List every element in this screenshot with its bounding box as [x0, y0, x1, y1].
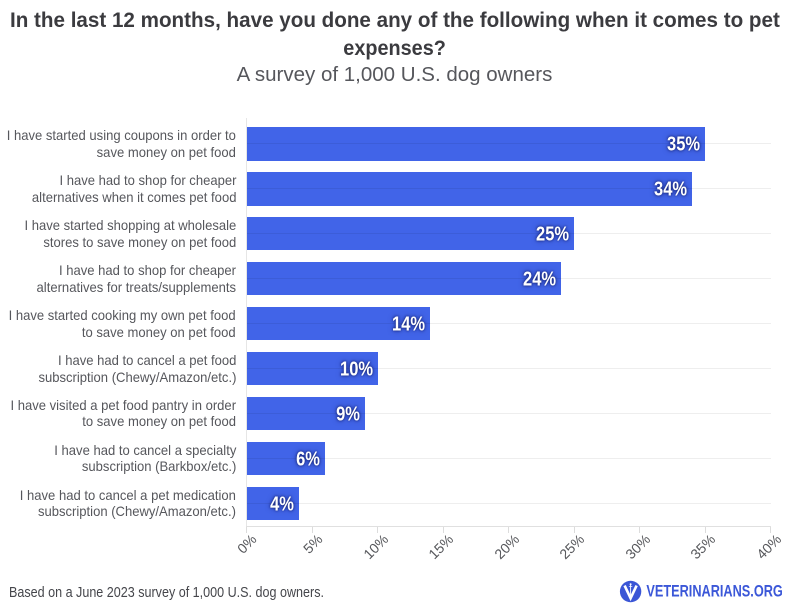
- svg-text:VETERINARIANS.ORG: VETERINARIANS.ORG: [646, 583, 782, 601]
